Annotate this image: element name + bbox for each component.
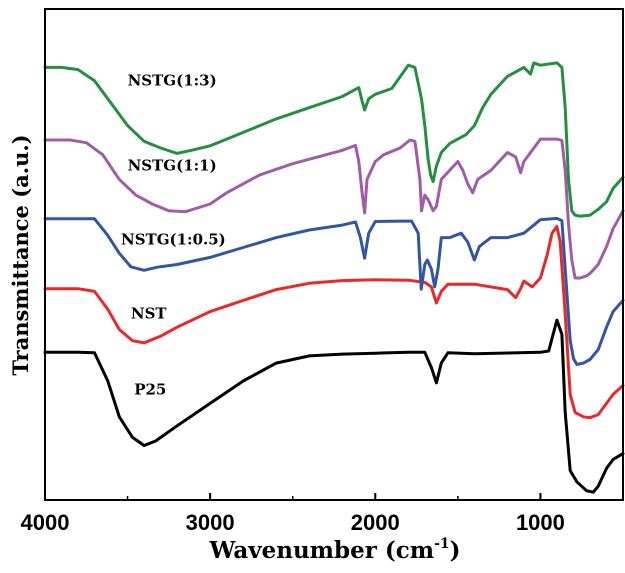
x-axis-title-main: Wavenumber (cm: [208, 537, 434, 564]
series-label-2: NSTG(1:0.5): [121, 230, 226, 248]
series-label-layer: NSTG(1:3) NSTG(1:1) NSTG(1:0.5) NST P25: [121, 71, 226, 398]
series-line-3: [43, 137, 625, 280]
x-tick-label-2: 2000: [351, 510, 400, 535]
x-tick-label-3: 1000: [516, 510, 565, 535]
x-axis-title: Wavenumber (cm-1): [208, 536, 460, 564]
series-line-2: [43, 216, 625, 366]
x-tick-label-1: 3000: [186, 510, 235, 535]
x-axis-title-close: ): [450, 537, 461, 564]
series-label-0: NSTG(1:3): [128, 71, 217, 89]
series-label-4: P25: [134, 380, 166, 398]
x-tick-label-0: 4000: [21, 510, 70, 535]
x-axis-title-superscript: -1: [434, 536, 450, 552]
x-ticks: 4000 3000 2000 1000: [21, 493, 565, 535]
y-axis-title: Transmittance (a.u.): [8, 134, 33, 375]
plot-frame: [44, 8, 624, 501]
series-line-0: [43, 318, 625, 494]
series-line-4: [43, 61, 625, 218]
axes: [44, 8, 624, 501]
series-label-1: NSTG(1:1): [128, 156, 217, 174]
series-label-3: NST: [131, 304, 168, 322]
series-line-1: [43, 224, 625, 420]
series-layer: [43, 61, 625, 494]
